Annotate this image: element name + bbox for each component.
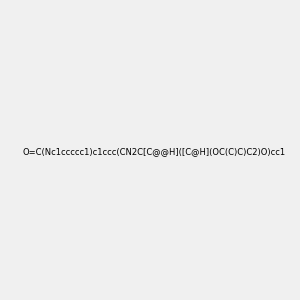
Text: O=C(Nc1ccccc1)c1ccc(CN2C[C@@H]([C@H](OC(C)C)C2)O)cc1: O=C(Nc1ccccc1)c1ccc(CN2C[C@@H]([C@H](OC(… (22, 147, 285, 156)
